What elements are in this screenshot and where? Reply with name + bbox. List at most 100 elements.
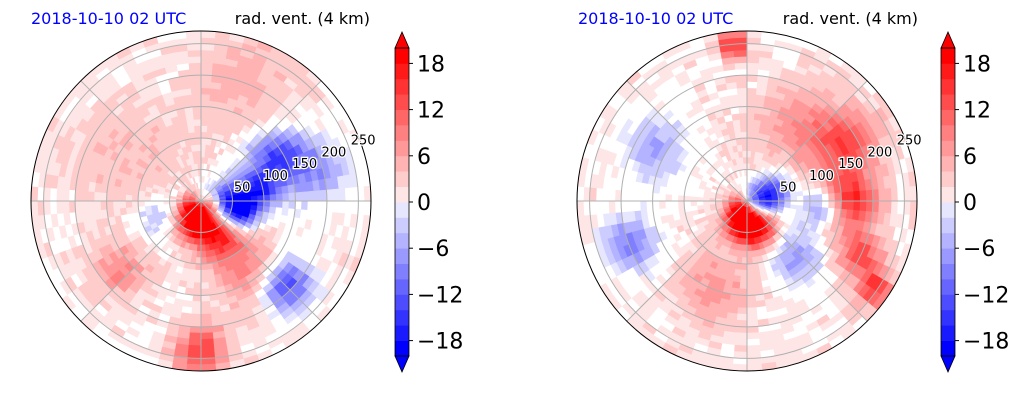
field-cell [294,191,303,202]
field-cell [734,55,748,64]
colorbar-segment [941,294,955,311]
field-cell [200,49,215,58]
field-cell [200,74,213,83]
field-cell [268,187,277,196]
field-cell [645,200,654,211]
field-cell [740,269,748,277]
colorbar-segment [941,279,955,295]
colorbar-segment [395,125,409,141]
field-cell [190,81,202,89]
field-cell [62,188,70,202]
colorbar-segment [941,94,955,110]
field-cell [746,307,758,315]
azimuth-spoke [746,80,868,202]
colorbar-segment [395,155,409,172]
field-cell [627,190,635,202]
field-cell [150,200,158,206]
field-cell [734,332,748,340]
field-cell [319,200,328,213]
field-cell [338,200,347,214]
field-cell [200,125,208,133]
field-cell [301,191,309,202]
field-cell [238,196,246,202]
field-cell [200,313,212,321]
field-cell [200,244,206,252]
field-cell [746,288,756,296]
field-cell [187,49,202,58]
field-cell [200,31,217,39]
colorbar-segment [395,248,409,264]
field-cell [269,200,277,208]
right-polar-frame [576,30,918,372]
field-cell [301,200,309,211]
field-cell [633,200,641,212]
field-cell [658,192,666,202]
azimuth-spoke [746,200,868,322]
field-cell [200,301,211,309]
field-cell [746,250,753,258]
colorbar-segment [395,140,409,157]
right-colorbar-tick-minus-18: −18 [963,330,1009,355]
field-cell [282,192,290,202]
field-cell [620,200,629,213]
azimuth-spoke [626,200,748,322]
field-cell [690,205,698,212]
field-cell [746,93,757,101]
field-cell [809,194,817,202]
field-cell [87,200,95,212]
right-range-label-250: 250 [897,134,922,149]
field-cell [859,190,867,202]
field-cell [589,186,597,202]
field-cell [737,99,748,108]
field-cell [185,363,202,371]
field-cell [690,200,698,207]
field-cell [909,185,917,202]
field-cell [741,137,748,145]
field-cell [746,49,761,58]
field-cell [664,200,673,209]
left-range-label-150: 150 [292,157,317,172]
field-cell [746,319,759,328]
field-cell [200,326,213,334]
field-cell [191,294,202,303]
field-cell [746,74,759,83]
field-cell [735,319,748,328]
field-cell [652,200,660,210]
field-cell [188,55,202,64]
field-cell [189,74,202,83]
field-cell [125,206,134,215]
right-range-labels: 50 100 150 200 250 [779,132,923,197]
field-cell [250,190,258,197]
field-cell [200,99,211,108]
field-cell [87,190,95,202]
field-cell [332,200,340,214]
field-cell [803,200,811,207]
field-cell [742,150,748,158]
field-cell [191,93,202,101]
colorbar-segment [941,186,955,203]
field-cell [608,188,616,202]
colorbar-segment [941,155,955,172]
left-colorbar-tick-18: 18 [417,52,445,77]
field-cell [589,200,597,216]
field-cell [803,195,811,202]
field-cell [614,200,622,213]
field-cell [595,187,604,202]
field-cell [746,257,753,265]
field-cell [190,144,197,152]
field-cell [196,156,202,164]
colorbar-segment [395,279,409,295]
field-cell [741,144,748,152]
colorbar-segment [395,309,409,326]
field-cell [737,93,748,101]
field-cell [313,190,321,202]
field-cell [746,99,757,108]
left-colorbar [394,31,413,373]
right-panel: 2018-10-10 02 UTC rad. vent. (4 km) 50 1… [576,9,1009,373]
colorbar-segment [395,263,409,280]
colorbar-extend-min [394,355,410,373]
field-cell [31,185,39,202]
field-cell [200,332,214,340]
colorbar-segment [941,263,955,280]
